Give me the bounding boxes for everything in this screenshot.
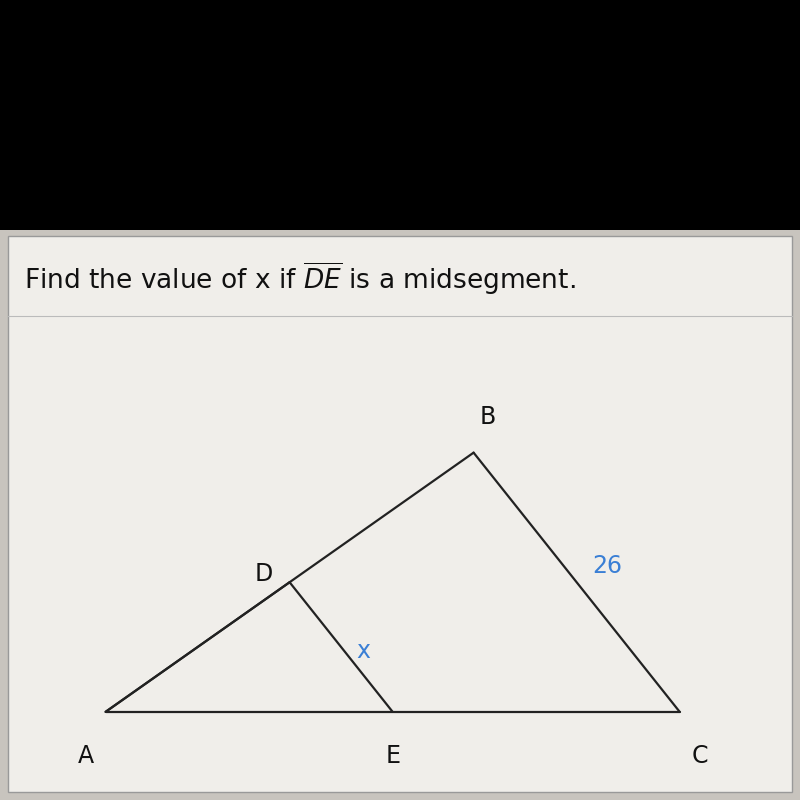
Text: B: B bbox=[480, 405, 496, 429]
Text: C: C bbox=[691, 744, 708, 768]
Bar bbox=[0, 0, 800, 230]
Bar bbox=[8, 236, 792, 792]
Text: A: A bbox=[78, 744, 94, 768]
Text: D: D bbox=[255, 562, 273, 586]
Text: x: x bbox=[357, 639, 370, 663]
Text: 26: 26 bbox=[592, 554, 622, 578]
Bar bbox=[0, 230, 800, 800]
Text: E: E bbox=[385, 744, 400, 768]
Text: Find the value of x if $\overline{DE}$ is a midsegment.: Find the value of x if $\overline{DE}$ i… bbox=[24, 261, 576, 298]
